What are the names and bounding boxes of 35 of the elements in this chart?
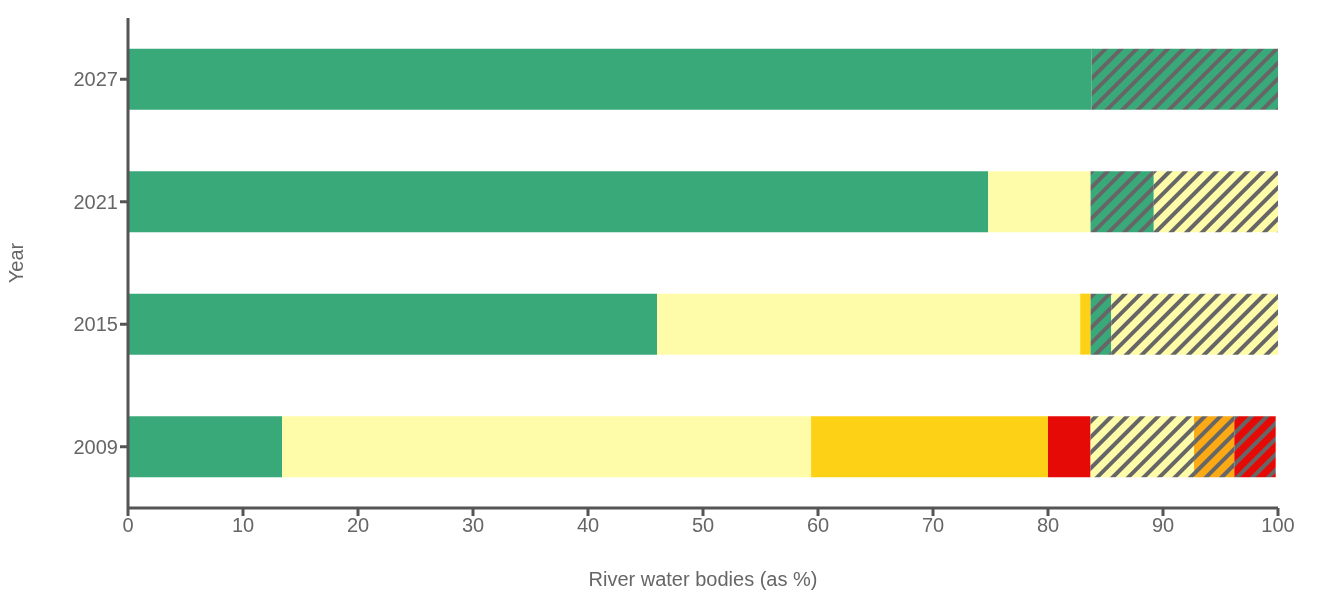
bar bbox=[282, 416, 812, 478]
x-axis-title: River water bodies (as %) bbox=[588, 568, 818, 590]
x-tick-label: 0 bbox=[122, 514, 134, 537]
x-tick-label: 100 bbox=[1261, 514, 1295, 537]
x-tick-label: 80 bbox=[1036, 514, 1060, 537]
y-axis-title: Year bbox=[5, 242, 28, 284]
x-tick-label: 10 bbox=[231, 514, 255, 537]
bar bbox=[1091, 48, 1278, 110]
y-tick-label: 2009 bbox=[73, 435, 118, 458]
bar bbox=[128, 416, 283, 478]
x-tick-label: 50 bbox=[691, 514, 715, 537]
y-tick-label: 2021 bbox=[73, 190, 118, 213]
bar bbox=[1048, 416, 1091, 478]
x-tick-label: 90 bbox=[1151, 514, 1175, 537]
bar bbox=[128, 48, 1092, 110]
bar bbox=[1090, 416, 1195, 478]
bar bbox=[1153, 171, 1278, 233]
x-tick-label: 60 bbox=[806, 514, 830, 537]
bar bbox=[1194, 416, 1235, 478]
x-tick-label: 70 bbox=[921, 514, 945, 537]
bar bbox=[1090, 293, 1112, 355]
x-tick-label: 40 bbox=[576, 514, 600, 537]
x-tick-label: 20 bbox=[346, 514, 370, 537]
bar bbox=[128, 293, 657, 355]
bar bbox=[1111, 293, 1278, 355]
x-tick-label: 30 bbox=[461, 514, 485, 537]
bar bbox=[988, 171, 1091, 233]
bar bbox=[128, 171, 989, 233]
bar bbox=[1080, 293, 1091, 355]
bar bbox=[657, 293, 1081, 355]
y-tick-label: 2027 bbox=[73, 68, 118, 91]
bar bbox=[1090, 171, 1154, 233]
y-tick-label: 2015 bbox=[73, 313, 118, 336]
bar bbox=[1234, 416, 1276, 478]
bar bbox=[811, 416, 1048, 478]
